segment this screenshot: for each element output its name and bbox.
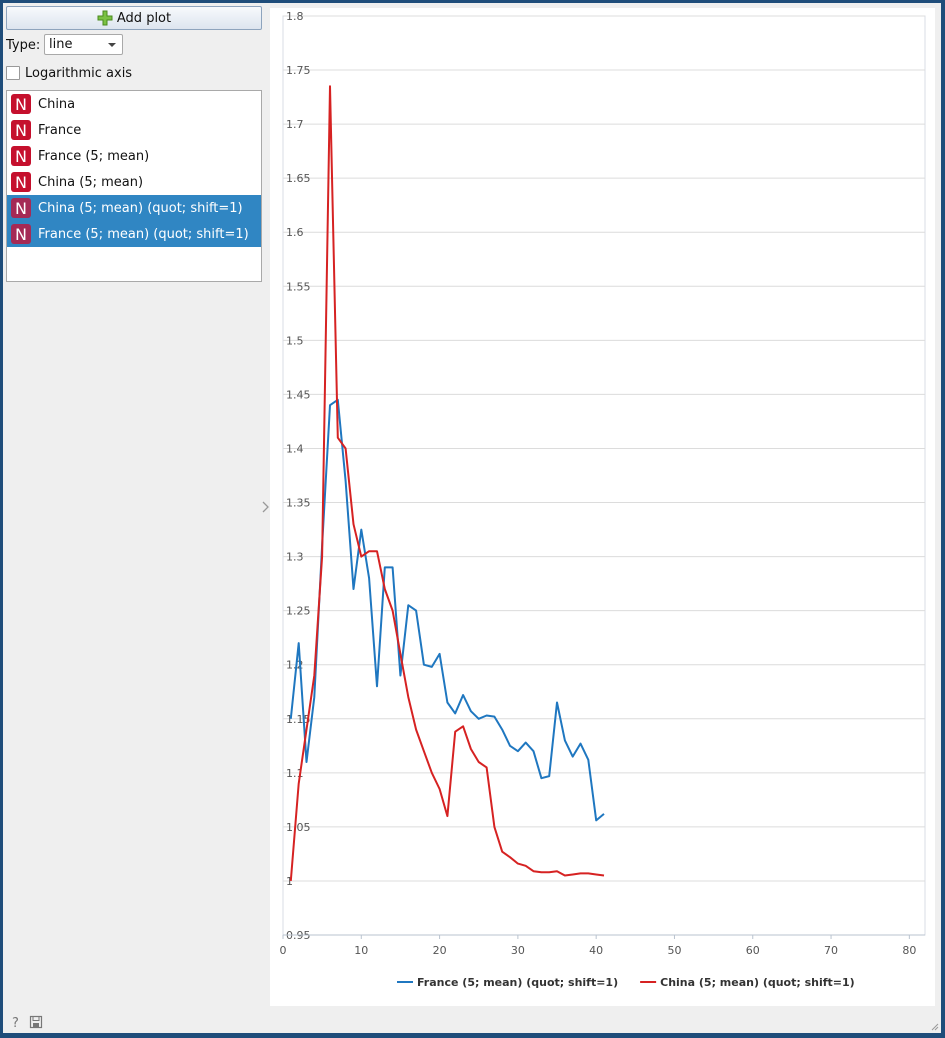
y-tick-label: 1.8 [286, 10, 304, 23]
x-tick-label: 80 [902, 944, 916, 957]
series-item-label: France (5; mean) [38, 148, 150, 164]
y-tick-label: 1.6 [286, 226, 304, 239]
list-item[interactable]: N China (5; mean) [7, 169, 261, 195]
series-line-0 [289, 398, 605, 822]
x-tick-label: 30 [511, 944, 525, 957]
series-item-label: China (5; mean) (quot; shift=1) [38, 200, 243, 216]
numeric-variable-icon: N [11, 224, 31, 244]
logarithmic-axis-checkbox[interactable] [6, 66, 20, 80]
help-icon[interactable]: ? [9, 1015, 23, 1029]
y-tick-label: 1.4 [286, 442, 304, 455]
numeric-variable-icon: N [11, 146, 31, 166]
save-icon[interactable] [29, 1015, 43, 1029]
series-item-label: China [38, 96, 76, 112]
y-tick-label: 1 [286, 875, 293, 888]
logarithmic-axis-label: Logarithmic axis [25, 66, 133, 81]
y-tick-label: 1.05 [286, 821, 311, 834]
y-tick-label: 1.75 [286, 64, 311, 77]
y-tick-label: 1.5 [286, 334, 304, 347]
x-tick-label: 50 [667, 944, 681, 957]
numeric-variable-icon: N [11, 198, 31, 218]
app-window: Add plot Type: line Logarithmic axis N C… [3, 3, 941, 1033]
resize-grip-icon[interactable] [929, 1021, 939, 1031]
series-item-label: China (5; mean) [38, 174, 144, 190]
type-select-value: line [49, 37, 73, 52]
legend-label-1: China (5; mean) (quot; shift=1) [660, 976, 855, 989]
series-list[interactable]: N China N France N France (5; mean) N Ch… [6, 90, 262, 282]
numeric-variable-icon: N [11, 172, 31, 192]
chevron-right-icon[interactable] [260, 500, 270, 514]
type-label: Type: [6, 38, 41, 53]
svg-text:?: ? [12, 1016, 19, 1029]
y-tick-label: 1.65 [286, 172, 311, 185]
y-tick-label: 1.45 [286, 388, 311, 401]
list-item[interactable]: N France [7, 117, 261, 143]
numeric-variable-icon: N [11, 94, 31, 114]
plus-icon [97, 10, 113, 26]
y-tick-label: 1.35 [286, 497, 311, 510]
type-select[interactable]: line [44, 34, 123, 55]
add-plot-label: Add plot [116, 10, 172, 26]
list-item[interactable]: N France (5; mean) [7, 143, 261, 169]
list-item[interactable]: N China [7, 91, 261, 117]
series-item-label: France (5; mean) (quot; shift=1) [38, 226, 249, 242]
y-tick-label: 1.55 [286, 280, 311, 293]
plot-frame [282, 15, 926, 936]
x-tick-label: 10 [354, 944, 368, 957]
line-chart: 0.9511.051.11.151.21.251.31.351.41.451.5… [280, 10, 926, 989]
plot-area: 0.95 1 1.05 1.1 1.15 1.2 1.25 1.3 1.35 1.4 1.45 1.5… [270, 8, 935, 1006]
y-tick-label: 1.7 [286, 118, 304, 131]
x-tick-label: 70 [824, 944, 838, 957]
add-plot-button[interactable]: Add plot [6, 6, 262, 30]
y-tick-label: 1.25 [286, 605, 311, 618]
x-tick-label: 0 [280, 944, 287, 957]
y-tick-label: 1.3 [286, 551, 304, 564]
series-line-1 [289, 85, 605, 881]
list-item[interactable]: N China (5; mean) (quot; shift=1) [7, 195, 261, 221]
x-tick-label: 60 [746, 944, 760, 957]
x-tick-label: 20 [433, 944, 447, 957]
series-item-label: France [38, 122, 82, 138]
numeric-variable-icon: N [11, 120, 31, 140]
list-item[interactable]: N France (5; mean) (quot; shift=1) [7, 221, 261, 247]
legend-label-0: France (5; mean) (quot; shift=1) [417, 976, 618, 989]
x-tick-label: 40 [589, 944, 603, 957]
chevron-down-icon [108, 43, 116, 47]
